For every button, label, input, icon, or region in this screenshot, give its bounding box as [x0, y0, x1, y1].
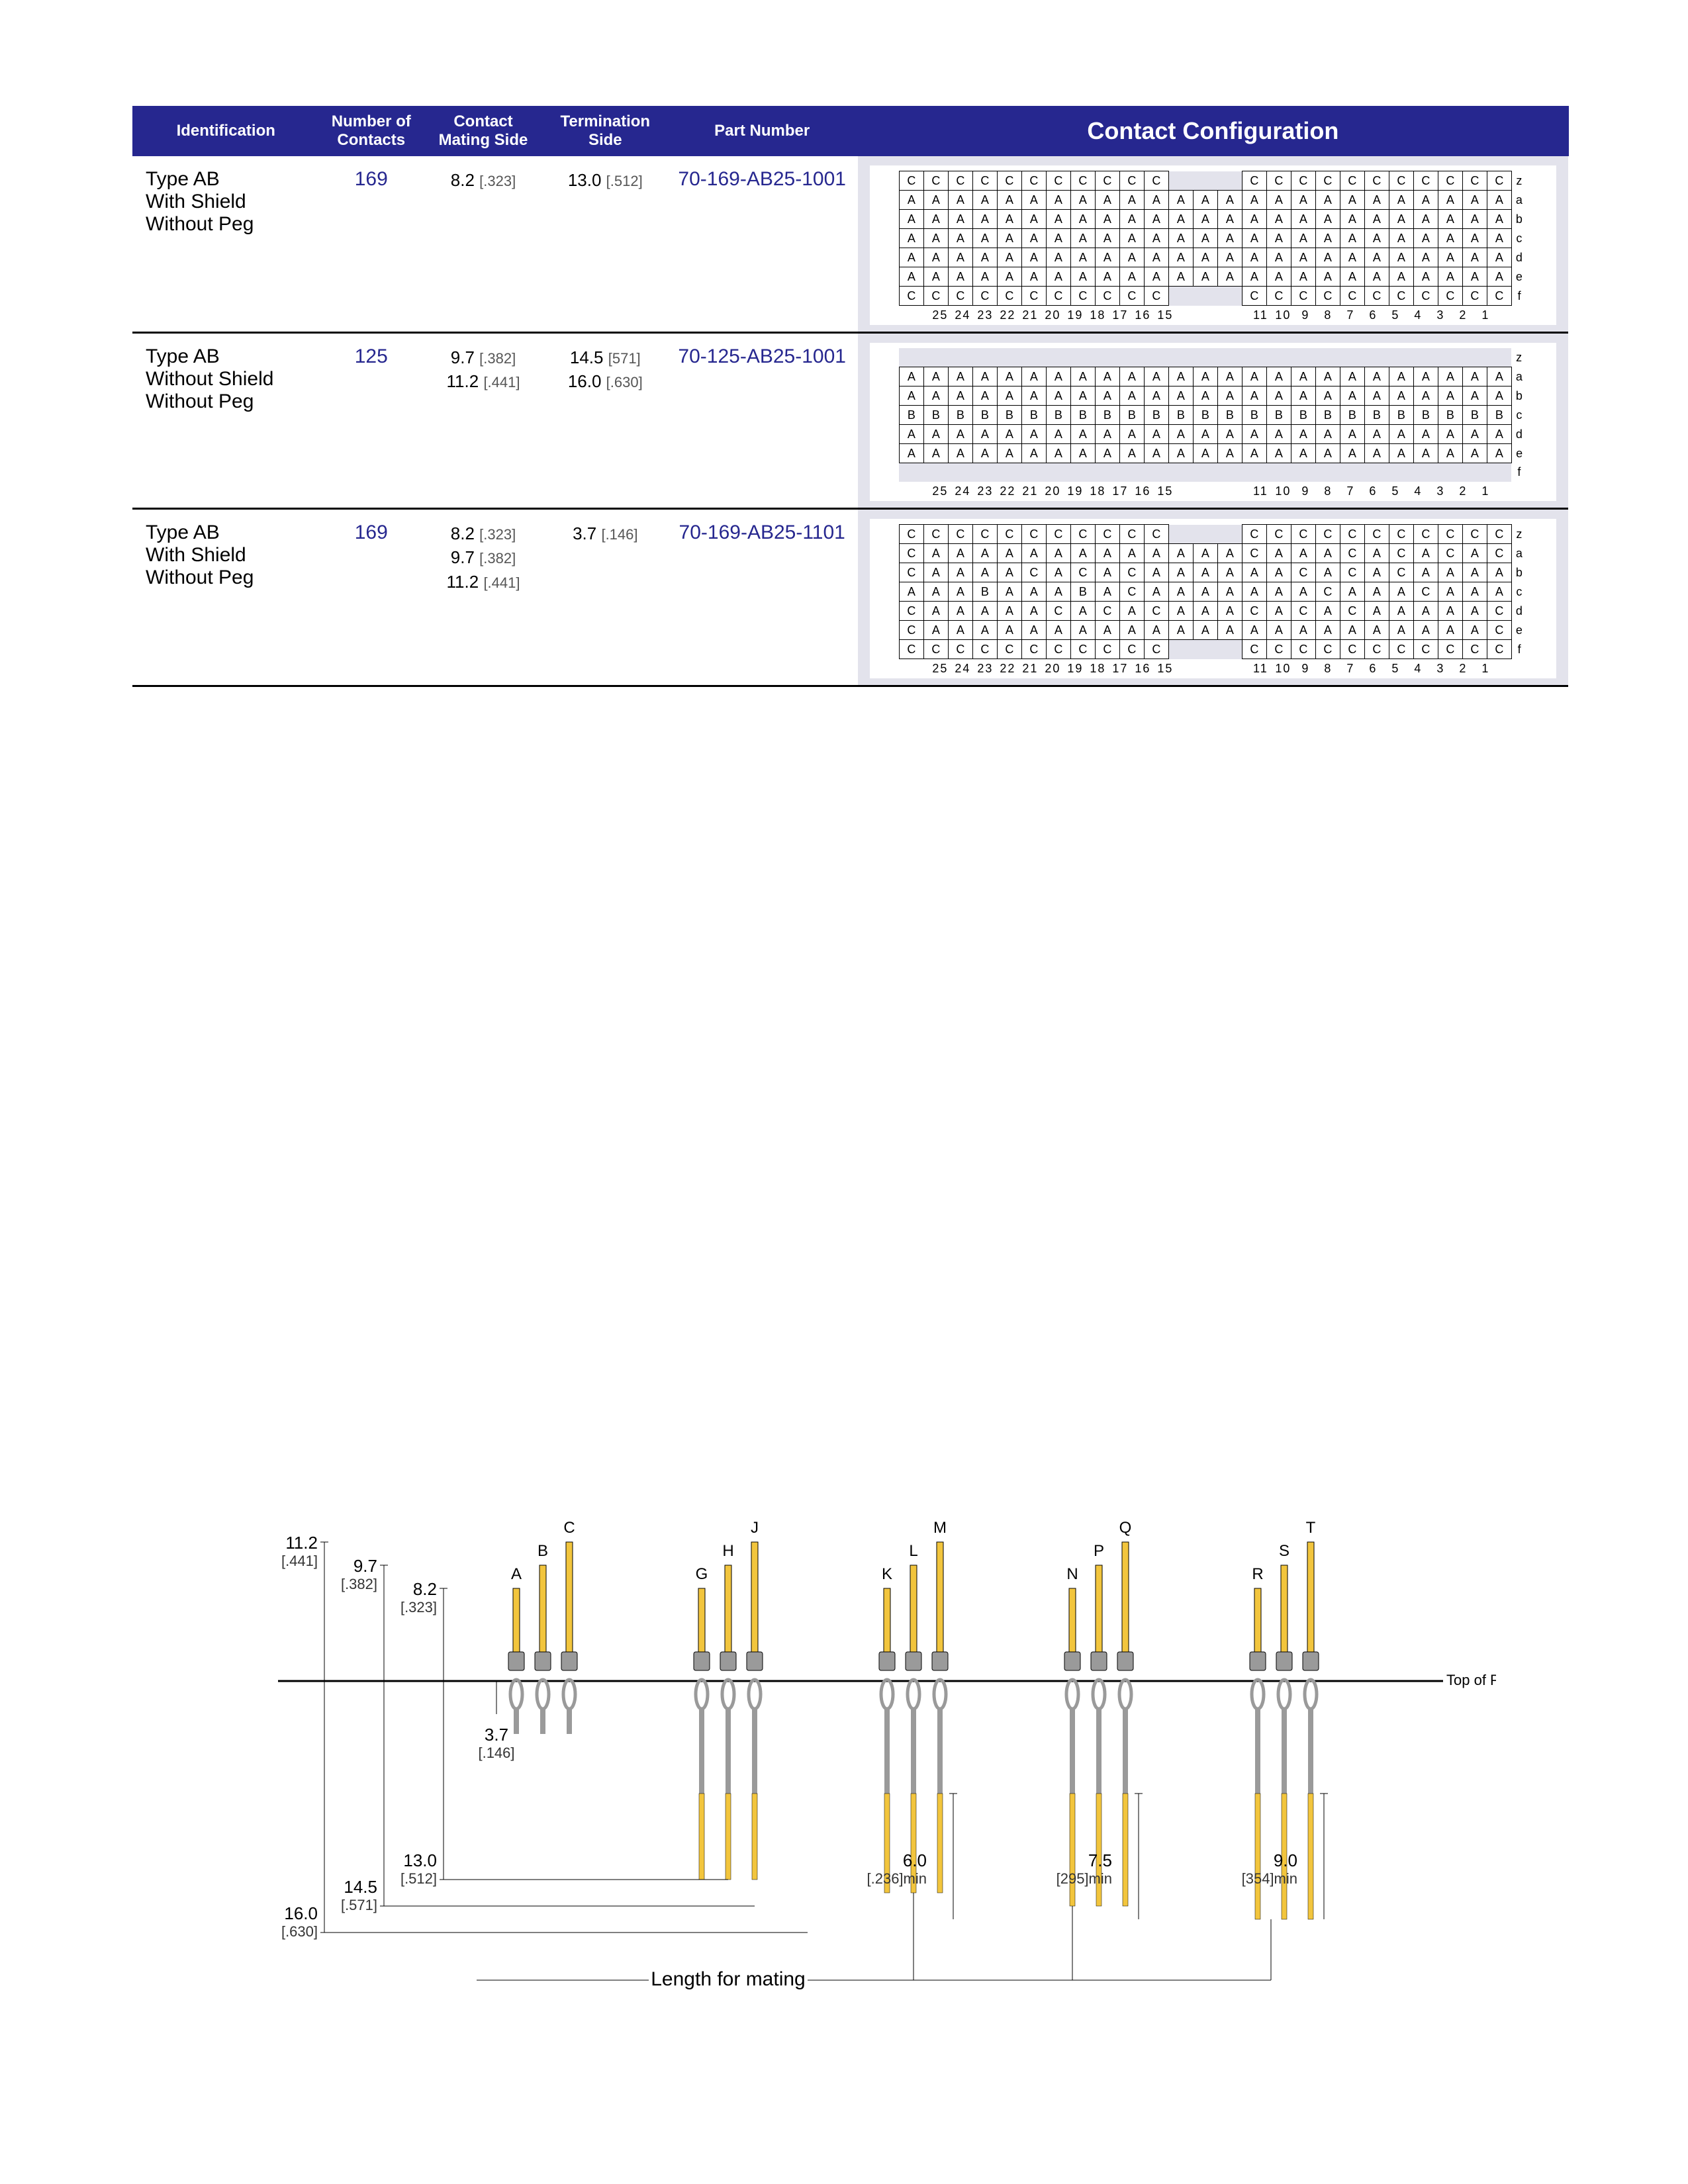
svg-text:C: C [563, 1519, 575, 1537]
svg-text:[295]min: [295]min [1056, 1870, 1112, 1887]
row-cfg: zAAAAAAAAAAAAAAAAAAAAAAAAAaAAAAAAAAAAAAA… [858, 333, 1568, 509]
row-cfg: CCCCCCCCCCCCCCCCCCCCCCzAAAAAAAAAAAAAAAAA… [858, 156, 1568, 333]
svg-text:[.441]: [.441] [281, 1553, 318, 1569]
hdr-term: Termination Side [544, 106, 667, 156]
row-part: 70-169-AB25-1001 [667, 156, 858, 333]
svg-text:9.7: 9.7 [353, 1556, 377, 1576]
svg-text:N: N [1066, 1565, 1078, 1583]
svg-text:[354]min: [354]min [1242, 1870, 1297, 1887]
row-term: 3.7 [.146] [544, 509, 667, 686]
svg-text:[.323]: [.323] [400, 1599, 437, 1615]
row-contacts: 169 [320, 509, 422, 686]
spec-table: Identification Number of Contacts Contac… [132, 106, 1569, 687]
svg-text:P: P [1094, 1542, 1104, 1560]
svg-text:T: T [1306, 1519, 1316, 1537]
svg-text:G: G [696, 1565, 708, 1583]
svg-text:16.0: 16.0 [284, 1903, 318, 1923]
svg-text:6.0: 6.0 [903, 1850, 927, 1870]
svg-text:A: A [511, 1565, 522, 1583]
row-mating: 8.2 [.323] [422, 156, 544, 333]
row-contacts: 169 [320, 156, 422, 333]
pin-figure: Top of PC Board ABC GHJ KLM NPQ RST 11.2[.441]… [212, 1443, 1496, 2038]
hdr-cfg: Contact Configuration [858, 106, 1568, 156]
row-mating: 8.2 [.323]9.7 [.382]11.2 [.441] [422, 509, 544, 686]
svg-text:H: H [722, 1542, 733, 1560]
svg-text:M: M [933, 1519, 947, 1537]
row-contacts: 125 [320, 333, 422, 509]
hdr-mat: Contact Mating Side [422, 106, 544, 156]
hdr-num: Number of Contacts [320, 106, 422, 156]
svg-text:B: B [538, 1542, 548, 1560]
row-id: Type ABWithout ShieldWithout Peg [132, 333, 320, 509]
row-cfg: CCCCCCCCCCCCCCCCCCCCCCzCAAAAAAAAAAAAACAA… [858, 509, 1568, 686]
svg-text:8.2: 8.2 [413, 1579, 437, 1599]
row-mating: 9.7 [.382]11.2 [.441] [422, 333, 544, 509]
svg-text:Top of PC Board: Top of PC Board [1446, 1672, 1496, 1688]
svg-text:[.236]min: [.236]min [867, 1870, 927, 1887]
svg-text:3.7: 3.7 [485, 1725, 508, 1745]
svg-text:9.0: 9.0 [1274, 1850, 1297, 1870]
svg-text:7.5: 7.5 [1088, 1850, 1112, 1870]
row-id: Type ABWith ShieldWithout Peg [132, 509, 320, 686]
svg-text:S: S [1279, 1542, 1289, 1560]
svg-text:Q: Q [1119, 1519, 1132, 1537]
svg-text:11.2: 11.2 [285, 1533, 318, 1553]
svg-text:14.5: 14.5 [344, 1877, 377, 1897]
row-id: Type ABWith ShieldWithout Peg [132, 156, 320, 333]
svg-text:[.630]: [.630] [281, 1923, 318, 1940]
svg-text:K: K [882, 1565, 892, 1583]
svg-text:13.0: 13.0 [403, 1850, 437, 1870]
svg-text:[.512]: [.512] [400, 1870, 437, 1887]
svg-text:L: L [909, 1542, 917, 1560]
hdr-id: Identification [132, 106, 320, 156]
svg-text:[.146]: [.146] [478, 1745, 514, 1761]
row-term: 14.5 [571]16.0 [.630] [544, 333, 667, 509]
row-term: 13.0 [.512] [544, 156, 667, 333]
hdr-part: Part Number [667, 106, 858, 156]
row-part: 70-169-AB25-1101 [667, 509, 858, 686]
svg-text:J: J [751, 1519, 759, 1537]
svg-text:[.382]: [.382] [341, 1576, 377, 1592]
svg-text:R: R [1252, 1565, 1263, 1583]
row-part: 70-125-AB25-1001 [667, 333, 858, 509]
svg-text:[.571]: [.571] [341, 1897, 377, 1913]
svg-text:Length for mating: Length for mating [651, 1968, 805, 1990]
